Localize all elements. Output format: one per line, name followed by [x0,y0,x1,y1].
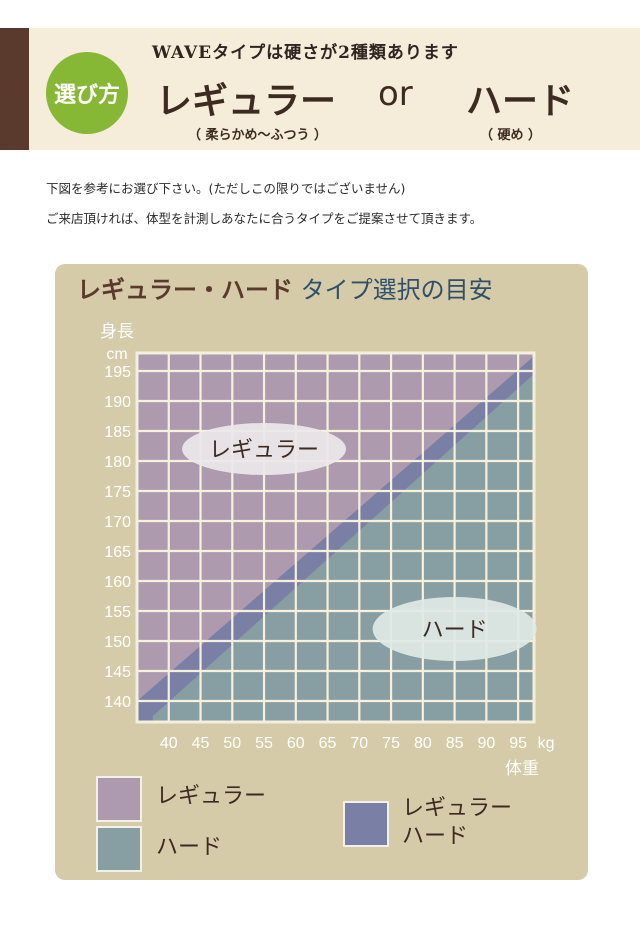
y-axis-unit: cm [106,346,127,363]
y-tick-label: 155 [104,604,131,621]
x-tick-label: 50 [223,735,241,752]
x-tick-label: 75 [382,735,400,752]
regular-note: （ 柔らかめ～ふつう ） [188,128,328,143]
y-tick-label: 185 [104,424,131,441]
header-accent-bar [0,28,29,150]
chart-title: レギュラー・ハード タイプ選択の目安 [77,270,493,305]
y-tick-label: 180 [104,454,131,471]
region-label: レギュラー [209,438,319,463]
legend-swatch-hard [96,826,142,872]
y-tick-label: 170 [104,514,131,531]
header-banner: 選び方 WAVEタイプは硬さが2種類あります レギュラー or ハード （ 柔ら… [0,28,640,150]
regular-heading: レギュラー [156,81,337,122]
description-line-1: 下図を参考にお選び下さい。(ただしこの限りではございません) [46,181,406,196]
x-unit-label: kg [538,735,555,752]
y-tick-label: 165 [104,544,131,561]
legend-label-regular: レギュラー [156,784,267,809]
legend-label-both-regular: レギュラー [402,796,513,821]
legend-swatch-regular [96,776,142,822]
header-subtitle: WAVEタイプは硬さが2種類あります [152,43,459,63]
x-tick-label: 80 [414,735,432,752]
region-label: ハード [422,618,488,643]
y-axis-label: 身長 [100,322,134,342]
x-axis-label: 体重 [505,759,539,779]
legend-label-both-hard: ハード [402,824,469,849]
x-tick-label: 65 [319,735,337,752]
hard-note: （ 硬め ） [480,128,542,143]
region-label-ellipse [372,597,537,661]
description-line-2: ご来店頂ければ、体型を計測しあなたに合うタイプをご提案させて頂きます。 [46,211,483,226]
y-tick-label: 190 [104,394,131,411]
x-tick-label: 90 [477,735,495,752]
chart-title-part1: レギュラー・ハード [77,276,293,304]
y-tick-label: 150 [104,634,131,651]
x-tick-label: 45 [192,735,210,752]
y-tick-label: 175 [104,484,131,501]
legend-swatch-both [343,801,389,847]
x-tick-label: 60 [287,735,305,752]
x-tick-label: 55 [255,735,273,752]
x-tick-label: 70 [350,735,368,752]
x-tick-label: 95 [509,735,527,752]
plot-border [135,351,536,724]
x-tick-label: 85 [446,735,464,752]
chart-title-part2: タイプ選択の目安 [300,276,493,304]
or-text: or [378,74,413,114]
hard-heading: ハード [466,81,575,122]
y-tick-label: 140 [104,694,131,711]
selection-badge: 選び方 [46,52,128,134]
y-tick-label: 145 [104,664,131,681]
x-tick-label: 40 [160,735,178,752]
legend-label-hard: ハード [156,835,223,860]
region-label-ellipse [182,423,347,475]
y-tick-label: 160 [104,574,131,591]
y-tick-label: 195 [104,364,131,381]
